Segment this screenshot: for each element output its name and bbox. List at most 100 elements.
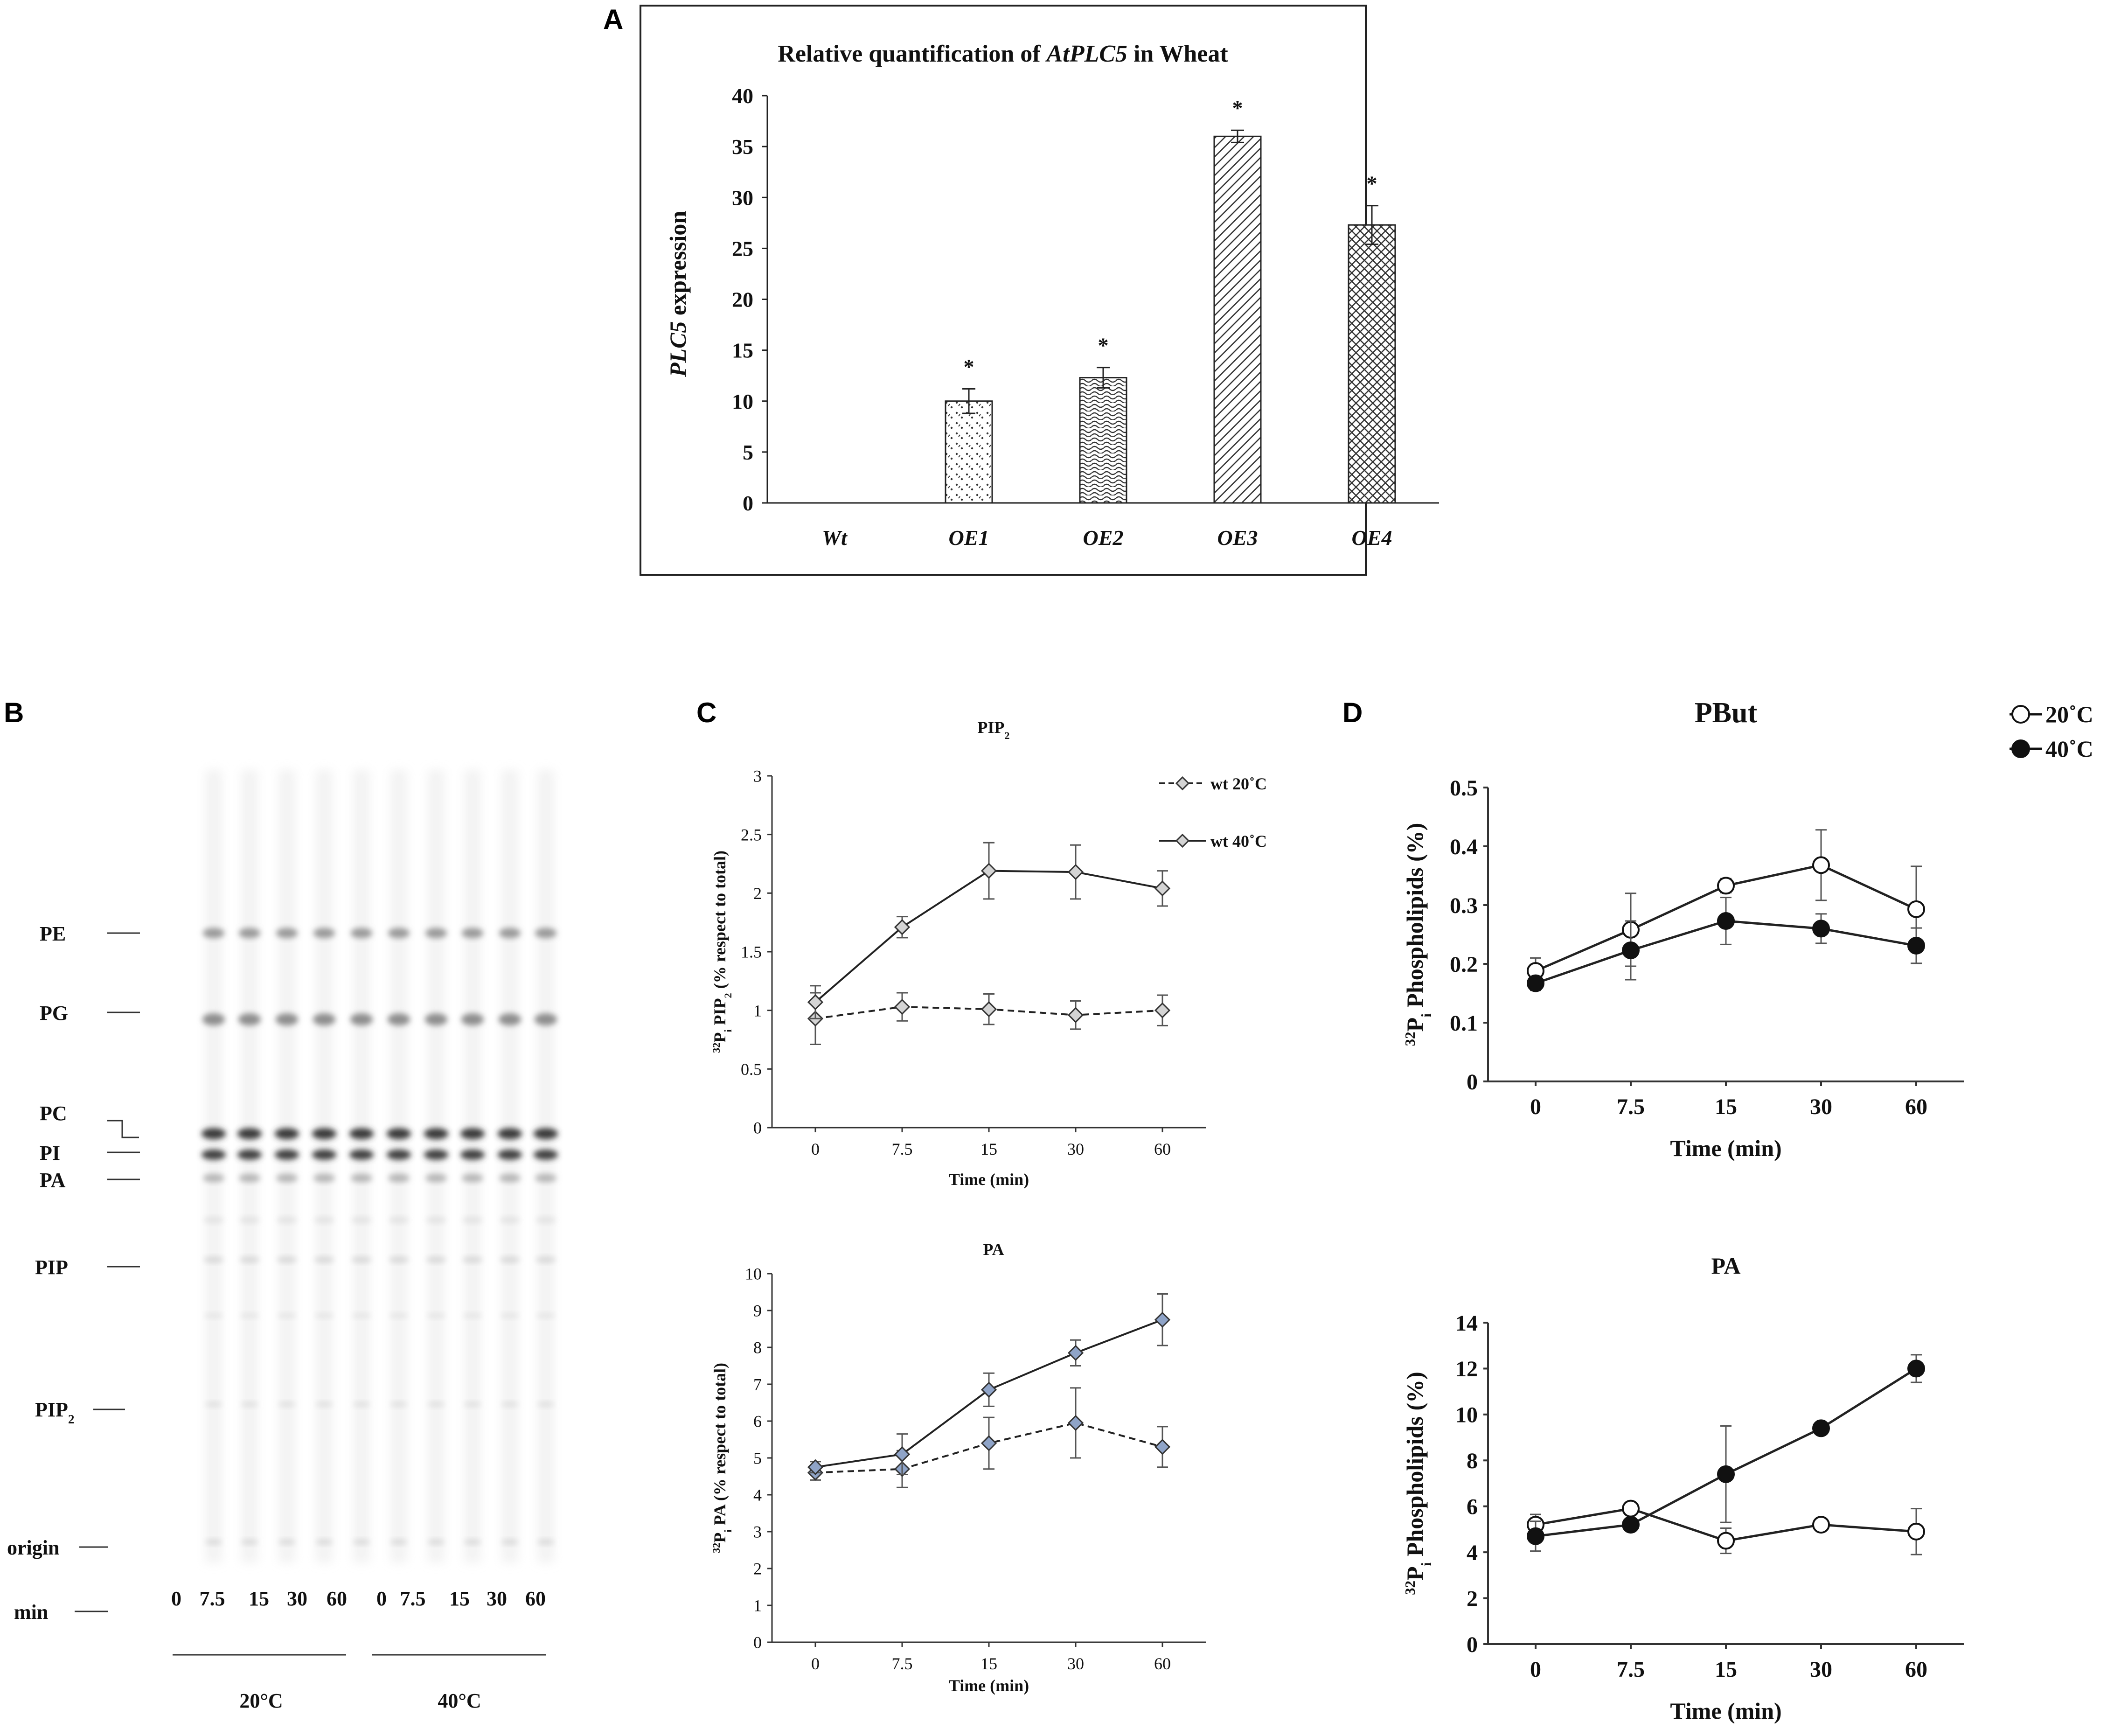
gel-band	[536, 1217, 556, 1223]
gel-band	[276, 928, 298, 938]
gel-band	[277, 1217, 297, 1223]
chartD2-ytick-label: 4	[1467, 1541, 1478, 1565]
gel-band-label: PG	[40, 1002, 68, 1025]
chartD1-ytick-label: 0.4	[1450, 835, 1478, 859]
gel-band	[352, 1256, 371, 1263]
chart-a-bar	[1348, 224, 1396, 504]
gel-band	[314, 1256, 334, 1263]
panel-letter-c: C	[696, 697, 716, 728]
gel-band	[278, 1313, 296, 1318]
chart-a-ytick-label: 20	[732, 288, 753, 312]
gel-band	[351, 1174, 372, 1182]
chartD2-ytick-label: 12	[1455, 1357, 1478, 1381]
chartD1-ylabel: 32Pi Phospholipids (%)	[1402, 823, 1434, 1046]
gel-band	[203, 1174, 224, 1182]
gel-band	[240, 1217, 259, 1223]
chart-a-bars: 0 5 10 15 20 25 30 35 40 Wt OE1 * OE2 * OE3 * OE4 *	[732, 84, 1439, 550]
gel-band	[499, 928, 521, 938]
chartD2-point	[1717, 1465, 1735, 1483]
gel-band-label: origin	[7, 1536, 59, 1559]
chartC1-ytick-label: 2	[753, 884, 762, 903]
chartC2-ytick-label: 4	[753, 1486, 762, 1505]
gel-band	[278, 1401, 295, 1407]
gel-band	[501, 1401, 518, 1407]
gel-band	[428, 1401, 445, 1407]
gel-band	[390, 1401, 407, 1407]
gel-band	[204, 1256, 223, 1263]
chartC1-ylabel: 32Pi PIP2 (% respect to total)	[710, 851, 734, 1053]
chartD1-xtick-label: 30	[1810, 1095, 1832, 1119]
gel-band	[353, 1539, 370, 1545]
gel-band	[388, 1174, 410, 1182]
gel-band	[460, 1150, 485, 1160]
chartC2-ytick-label: 0	[753, 1633, 762, 1652]
chart-d-legend-label: 20˚C	[2045, 701, 2093, 727]
gel-band	[316, 1401, 333, 1407]
gel-band	[313, 1013, 335, 1025]
chartC2-ytick-label: 10	[745, 1265, 762, 1283]
chartC2-point	[981, 1435, 997, 1451]
gel-band	[534, 1128, 558, 1139]
gel-band	[239, 1174, 260, 1182]
chartC2-point	[894, 1446, 911, 1463]
gel-time-label: 7.5	[200, 1587, 225, 1610]
chart-a-ytick-label: 5	[743, 440, 753, 464]
gel-band	[312, 1128, 336, 1139]
chart-a-ytick-label: 40	[732, 84, 753, 108]
gel-lane-streak	[537, 770, 554, 1563]
gel-band-label: PC	[40, 1102, 67, 1125]
chartC2-point	[1067, 1415, 1084, 1431]
chartD1-point	[1907, 900, 1925, 918]
gel-band	[349, 1150, 374, 1160]
gel-band	[499, 1174, 521, 1182]
chartD1-point	[1717, 912, 1735, 930]
gel-band	[426, 1256, 446, 1263]
gel-band	[427, 1313, 445, 1318]
chartD2-xtick-label: 0	[1530, 1657, 1541, 1682]
chartD2-title: PA	[1711, 1253, 1741, 1279]
gel-band-label: PE	[40, 922, 66, 945]
chartD1-point	[1812, 920, 1830, 938]
gel-band	[534, 1150, 558, 1160]
gel-time-label: 30	[487, 1587, 507, 1610]
gel-band	[535, 1013, 557, 1025]
panel-letter-b: B	[4, 697, 24, 728]
chart-d-legend-label: 40˚C	[2045, 736, 2093, 762]
chartC1-ytick-label: 2.5	[741, 825, 762, 844]
chart-d-legend-marker	[2011, 705, 2030, 724]
chartD1-point	[1717, 877, 1735, 895]
chartD1-point	[1812, 856, 1830, 874]
gel-band	[428, 1539, 445, 1545]
chartC1-point	[1154, 1002, 1171, 1018]
chartC2-xtick-label: 7.5	[892, 1654, 913, 1673]
gel-band-label: PIP2	[35, 1398, 75, 1426]
gel-band	[314, 1217, 334, 1223]
chartC2-ytick-label: 8	[753, 1339, 762, 1357]
gel-band	[205, 1539, 222, 1545]
gel-band	[388, 1013, 410, 1025]
gel-band	[389, 1313, 408, 1318]
chartC1-point	[1154, 880, 1171, 897]
gel-band	[387, 1150, 411, 1160]
gel-band	[460, 1128, 485, 1139]
chartC1-xtick-label: 7.5	[892, 1140, 913, 1158]
chartD2-xtick-label: 15	[1715, 1657, 1737, 1682]
chartD2-point	[1622, 1516, 1640, 1534]
gel-band	[203, 928, 224, 938]
chartD2-ylabel: 32Pi Phospholipids (%)	[1402, 1372, 1434, 1595]
gel-time-label: 30	[287, 1587, 307, 1610]
chart-a-significance: *	[1098, 334, 1109, 357]
gel-group-label: 20°C	[239, 1689, 283, 1712]
chartC1-xtick-label: 30	[1067, 1140, 1084, 1158]
gel-band	[276, 1174, 298, 1182]
chart-a-significance: *	[964, 355, 974, 379]
chartC1-point	[981, 863, 997, 879]
chartC2-ylabel: 32Pi PA (% respect to total)	[710, 1363, 734, 1553]
gel-band	[464, 1539, 481, 1545]
gel-band	[536, 1256, 556, 1263]
chart-c-legend-marker	[1175, 833, 1190, 848]
gel-band	[202, 1128, 226, 1139]
chartD2-ytick-label: 14	[1455, 1311, 1478, 1336]
